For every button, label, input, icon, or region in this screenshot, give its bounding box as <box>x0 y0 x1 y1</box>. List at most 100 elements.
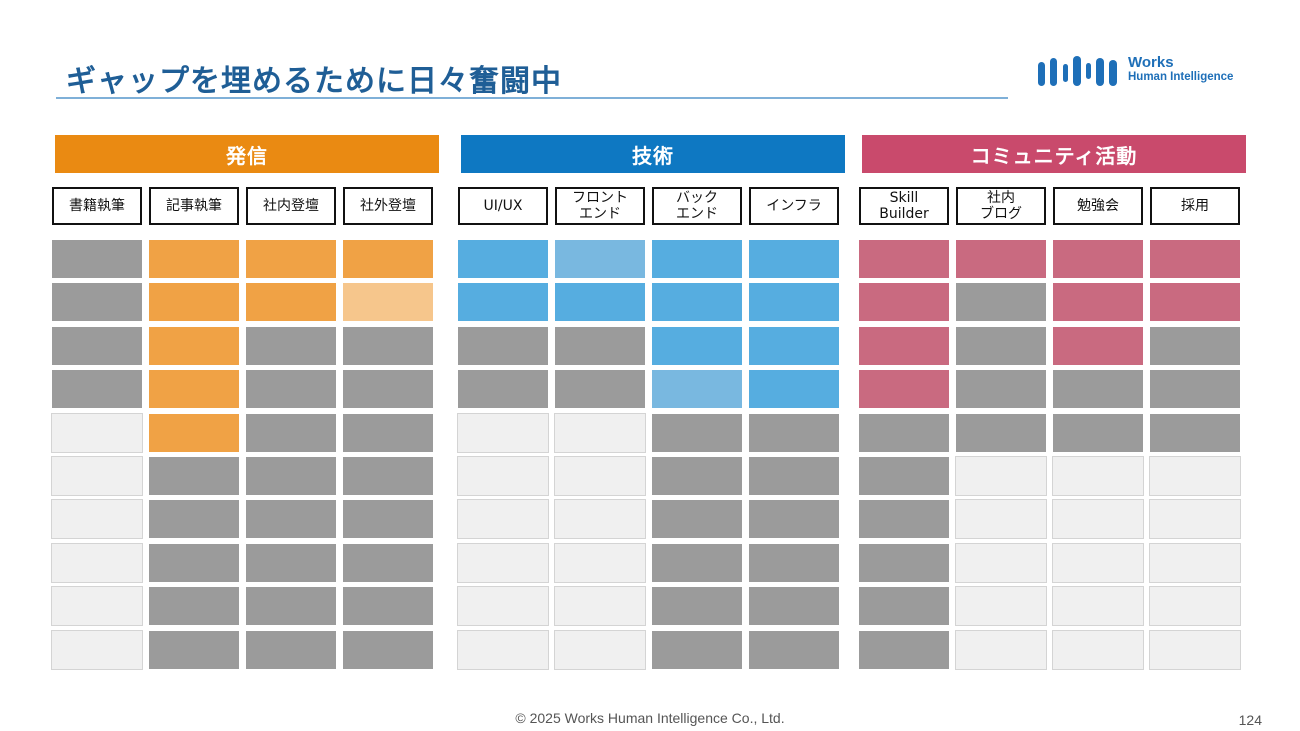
column-label: Skill Builder <box>859 187 949 225</box>
matrix-cell <box>457 413 549 453</box>
matrix-cell <box>1052 282 1144 322</box>
matrix-cell <box>245 456 337 496</box>
matrix-cell <box>554 499 646 539</box>
matrix-cell <box>651 456 743 496</box>
matrix-cell <box>955 239 1047 279</box>
matrix-cell <box>1052 586 1144 626</box>
matrix-cell <box>1149 282 1241 322</box>
matrix-cell <box>651 586 743 626</box>
matrix-cell <box>955 413 1047 453</box>
matrix-cell <box>457 369 549 409</box>
page-number: 124 <box>1238 712 1262 728</box>
matrix-cell <box>148 282 240 322</box>
matrix-cell <box>245 543 337 583</box>
matrix-cell <box>245 413 337 453</box>
matrix-cell <box>748 326 840 366</box>
column-label: 採用 <box>1150 187 1240 225</box>
matrix-cell <box>342 630 434 670</box>
logo-text-works: Works <box>1128 54 1174 71</box>
matrix-cell <box>342 239 434 279</box>
matrix-cell <box>651 282 743 322</box>
matrix-cell <box>858 543 950 583</box>
column-label: インフラ <box>749 187 839 225</box>
matrix-cell <box>148 326 240 366</box>
column-label: 勉強会 <box>1053 187 1143 225</box>
matrix-cell <box>1149 499 1241 539</box>
matrix-cell <box>51 326 143 366</box>
matrix-cell <box>457 543 549 583</box>
matrix-cell <box>858 369 950 409</box>
column-label: 社内 ブログ <box>956 187 1046 225</box>
matrix-cell <box>858 326 950 366</box>
matrix-cell <box>955 326 1047 366</box>
matrix-cell <box>457 456 549 496</box>
matrix-cell <box>748 282 840 322</box>
matrix-cell <box>148 456 240 496</box>
matrix-cell <box>457 282 549 322</box>
matrix-cell <box>51 499 143 539</box>
matrix-cell <box>342 543 434 583</box>
matrix-cell <box>1149 413 1241 453</box>
matrix-cell <box>858 499 950 539</box>
matrix-cell <box>858 282 950 322</box>
category-group: 技術 UI/UX フロント エンド バック エンド インフラ <box>457 135 845 670</box>
matrix-cell <box>51 543 143 583</box>
matrix-cell <box>554 543 646 583</box>
matrix-cell <box>651 413 743 453</box>
matrix-cell <box>148 543 240 583</box>
matrix-cell <box>1052 499 1144 539</box>
matrix-cell <box>457 586 549 626</box>
matrix-cell <box>651 499 743 539</box>
category-group: 発信 書籍執筆 記事執筆 社内登壇 社外登壇 <box>51 135 439 670</box>
matrix-cell <box>748 413 840 453</box>
matrix-cell <box>1149 630 1241 670</box>
matrix-cell <box>748 456 840 496</box>
matrix-cell <box>1149 326 1241 366</box>
column-label: フロント エンド <box>555 187 645 225</box>
matrix-cell <box>748 630 840 670</box>
matrix-cell <box>858 239 950 279</box>
slide-title: ギャップを埋めるために日々奮闘中 <box>66 64 562 99</box>
matrix-cell <box>748 543 840 583</box>
matrix-cell <box>1149 369 1241 409</box>
matrix-cell <box>51 586 143 626</box>
column-label: バック エンド <box>652 187 742 225</box>
matrix-cell <box>245 586 337 626</box>
matrix-cell <box>1149 239 1241 279</box>
category-header: コミュニティ活動 <box>862 135 1246 173</box>
column-label: 社内登壇 <box>246 187 336 225</box>
column-label: 社外登壇 <box>343 187 433 225</box>
matrix-cell <box>457 499 549 539</box>
column-label: UI/UX <box>458 187 548 225</box>
matrix-cell <box>1052 369 1144 409</box>
matrix-cell <box>1052 413 1144 453</box>
matrix-cell <box>342 499 434 539</box>
matrix-cell <box>245 282 337 322</box>
matrix-cell <box>554 413 646 453</box>
matrix-cell <box>1149 543 1241 583</box>
matrix-cell <box>858 586 950 626</box>
logo-bars-icon <box>1038 56 1117 86</box>
matrix-cell <box>748 369 840 409</box>
matrix-cell <box>148 369 240 409</box>
matrix-cell <box>148 630 240 670</box>
matrix-cell <box>51 282 143 322</box>
matrix-cell <box>51 239 143 279</box>
matrix-cell <box>858 630 950 670</box>
matrix-cell <box>858 456 950 496</box>
matrix-cell <box>748 586 840 626</box>
matrix-cell <box>955 456 1047 496</box>
matrix-cell <box>1052 543 1144 583</box>
matrix-cell <box>554 282 646 322</box>
matrix-cell <box>748 239 840 279</box>
matrix-cell <box>1052 456 1144 496</box>
matrix-cell <box>148 413 240 453</box>
matrix-cell <box>342 282 434 322</box>
matrix-cell <box>342 326 434 366</box>
matrix-cell <box>1052 630 1144 670</box>
matrix-cell <box>51 630 143 670</box>
matrix-cell <box>342 413 434 453</box>
matrix-cell <box>1149 586 1241 626</box>
matrix-cell <box>245 239 337 279</box>
category-header: 発信 <box>55 135 439 173</box>
